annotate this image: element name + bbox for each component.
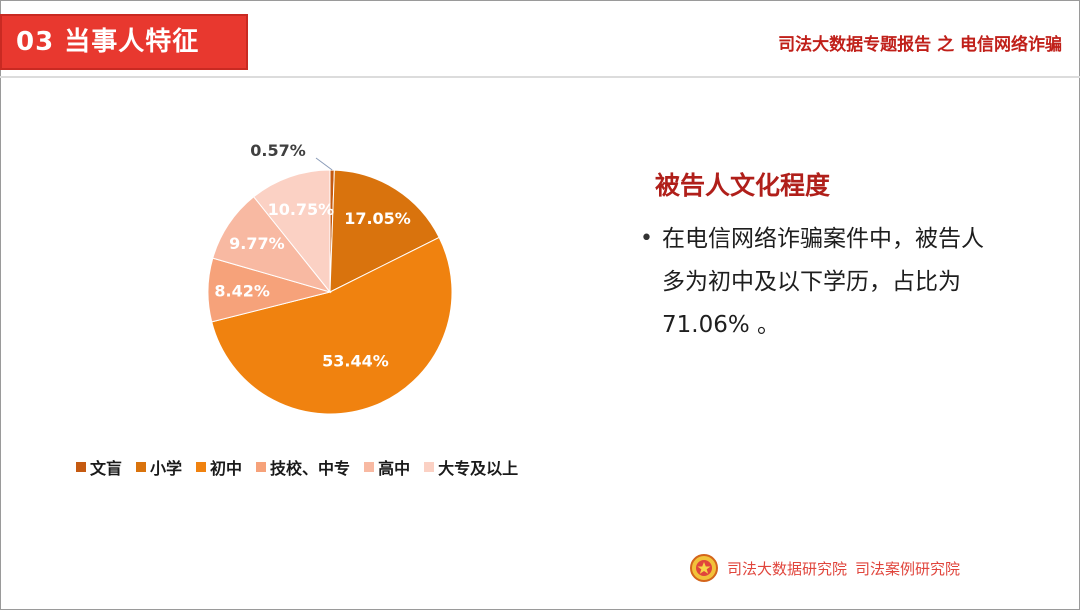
pie-slice-college xyxy=(253,169,331,294)
legend-swatch-illiterate xyxy=(76,462,86,472)
legend-swatch-college xyxy=(424,462,435,472)
legend-item-technical: 技校、中专 xyxy=(256,455,350,479)
legend-item-primary: 小学 xyxy=(136,455,182,479)
footer: 司法大数据研究院 司法案例研究院 xyxy=(689,553,960,583)
legend-item-college: 大专及以上 xyxy=(424,455,518,479)
legend-label-illiterate: 文盲 xyxy=(90,459,123,478)
court-emblem-icon xyxy=(690,554,718,582)
panel-title: 被告人文化程度 xyxy=(655,171,831,200)
legend-label-senior-high: 高中 xyxy=(378,459,411,478)
legend-item-illiterate: 文盲 xyxy=(76,455,122,479)
report-title: 司法大数据专题报告 之 电信网络诈骗 xyxy=(778,35,1062,55)
data-label-technical: 8.42% xyxy=(214,282,270,301)
footer-org-1: 司法大数据研究院 xyxy=(727,559,848,578)
chart-legend: 文盲 小学 初中 技校、中专 高中 大专及以上 xyxy=(76,455,518,479)
pie-slice-senior-high xyxy=(212,196,332,293)
bullet-text: 在电信网络诈骗案件中，被告人多为初中及以下学历，占比为71.06% 。 xyxy=(662,226,984,338)
legend-label-junior-high: 初中 xyxy=(210,459,243,478)
legend-swatch-senior-high xyxy=(364,462,375,472)
footer-org-2: 司法案例研究院 xyxy=(855,559,961,578)
section-label: 03 当事人特征 xyxy=(0,14,248,70)
header-divider xyxy=(0,76,1080,78)
legend-item-senior-high: 高中 xyxy=(364,455,410,479)
legend-item-junior-high: 初中 xyxy=(196,455,242,479)
legend-swatch-junior-high xyxy=(196,462,207,472)
legend-swatch-technical xyxy=(256,462,267,472)
legend-label-technical: 技校、中专 xyxy=(270,459,351,478)
bullet-dot: • xyxy=(640,226,653,251)
data-label-junior-high: 53.44% xyxy=(322,352,389,371)
data-label-senior-high: 9.77% xyxy=(229,234,285,253)
pie-slice-primary xyxy=(329,169,440,293)
legend-label-primary: 小学 xyxy=(150,459,183,478)
data-label-primary: 17.05% xyxy=(344,209,411,228)
leader-line-illiterate xyxy=(315,157,333,171)
legend-swatch-primary xyxy=(136,462,147,472)
legend-label-college: 大专及以上 xyxy=(438,459,519,478)
data-label-illiterate: 0.57% xyxy=(250,141,306,160)
pie-slice-junior-high xyxy=(211,236,453,415)
data-label-college: 10.75% xyxy=(268,200,335,219)
